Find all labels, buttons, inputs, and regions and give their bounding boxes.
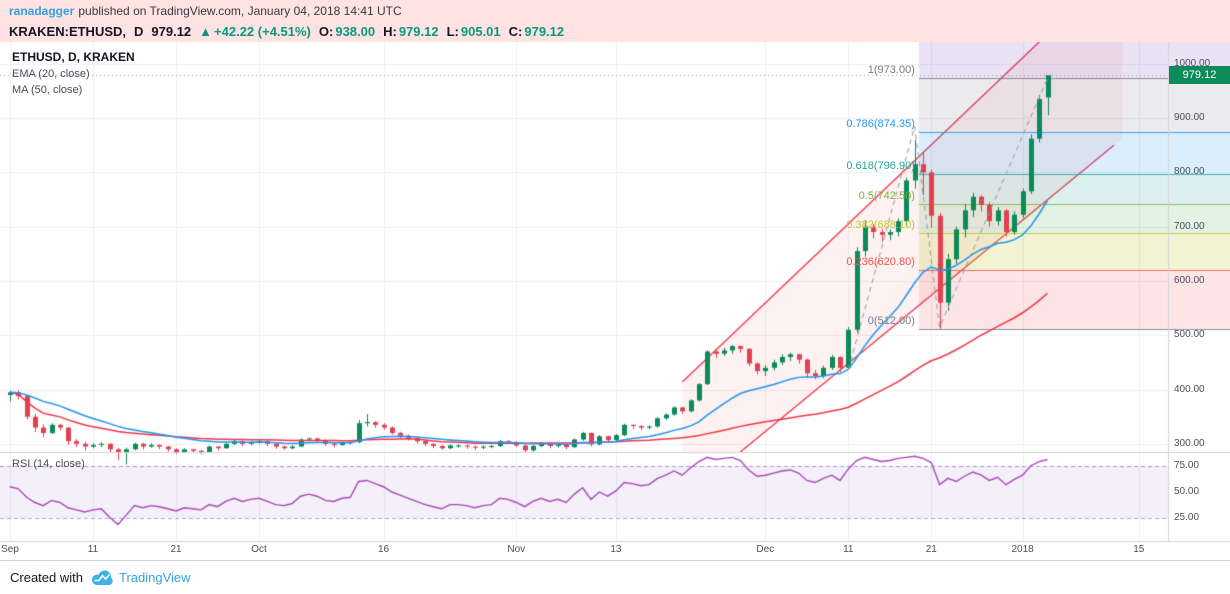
rsi-legend-label: RSI (14, close) [12, 458, 85, 470]
price-axis-tick: 500.00 [1174, 329, 1205, 341]
tradingview-link[interactable]: TradingView [90, 570, 191, 586]
last-price-value: 979.12 [151, 24, 192, 39]
open-value: 938.00 [335, 24, 376, 39]
rsi-axis-tick: 25.00 [1174, 512, 1200, 524]
change-value: +42.22 (+4.51%) [214, 24, 311, 39]
symbol-name: KRAKEN:ETHUSD, [9, 24, 126, 39]
last-price-badge: 979.12 [1169, 66, 1230, 85]
footer: Created with TradingView [0, 560, 1230, 594]
quote-bar: KRAKEN:ETHUSD, D 979.12 ▲ +42.22 (+4.51%)… [0, 21, 1230, 42]
time-axis-tick: 11 [843, 544, 854, 555]
high-value: 979.12 [398, 24, 439, 39]
open-quote: O: 938.00 [319, 24, 375, 39]
fib-level-label: 0.618(796.90) [846, 160, 915, 172]
rsi-axis-tick: 75.00 [1174, 459, 1200, 471]
publish-bar: ranadagger published on TradingView.com,… [0, 0, 1230, 21]
fib-level-label: 0.5(742.50) [858, 189, 915, 202]
low-value: 905.01 [460, 24, 501, 39]
fib-level-label: 0.236(620.80) [846, 255, 915, 268]
high-label: H: [383, 24, 397, 39]
low-label: L: [446, 24, 459, 39]
publish-info-text: published on TradingView.com, January 04… [78, 3, 402, 18]
created-with-text: Created with [10, 570, 83, 585]
time-axis-tick: 13 [610, 544, 622, 555]
close-label: C: [508, 24, 523, 39]
time-axis-tick: Oct [251, 544, 267, 555]
price-change: ▲ +42.22 (+4.51%) [199, 24, 311, 39]
price-axis-tick: 300.00 [1174, 437, 1205, 449]
quote-interval: D [134, 24, 144, 39]
legend-ema-label: EMA (20, close) [12, 68, 90, 80]
time-axis-tick: 21 [925, 544, 937, 555]
up-arrow-icon: ▲ [199, 24, 213, 39]
time-axis-tick: 11 [87, 544, 99, 555]
price-axis-tick: 700.00 [1174, 220, 1205, 232]
time-axis-tick: 2018 [1011, 544, 1034, 555]
time-axis-tick: 16 [377, 544, 390, 555]
time-axis-tick: Sep [1, 544, 19, 555]
legend-ma-label: MA (50, close) [12, 84, 83, 96]
username-link[interactable]: ranadagger [9, 3, 75, 18]
rsi-axis-tick: 50.00 [1174, 486, 1200, 497]
tradingview-brand-text: TradingView [118, 570, 191, 585]
price-axis-tick: 800.00 [1174, 166, 1205, 178]
fib-level-label: 0(512.00) [867, 314, 915, 327]
open-label: O: [318, 24, 334, 39]
high-quote: H: 979.12 [383, 24, 438, 39]
fib-level-label: 0.382(688.10) [846, 219, 915, 232]
chart-legend: ETHUSD, D, KRAKEN EMA (20, close) MA (50… [12, 50, 135, 96]
price-axis-tick: 900.00 [1174, 112, 1205, 124]
chart-area: ETHUSD, D, KRAKEN EMA (20, close) MA (50… [0, 42, 1230, 560]
time-axis-tick: 15 [1133, 544, 1145, 555]
price-axis-tick: 1000.00 [1174, 57, 1211, 69]
chart-title: ETHUSD, D, KRAKEN [12, 50, 135, 64]
price-axis-tick: 400.00 [1174, 383, 1205, 395]
time-axis-tick: Dec [756, 544, 775, 555]
price-axis-tick: 600.00 [1174, 274, 1205, 286]
price-chart-canvas [0, 42, 1230, 560]
close-quote: C: 979.12 [509, 24, 564, 39]
time-axis-tick: 21 [170, 544, 182, 555]
tradingview-logo-icon [91, 570, 113, 585]
fib-level-label: 0.786(874.35) [846, 117, 915, 130]
close-value: 979.12 [524, 24, 565, 39]
time-axis-tick: Nov [507, 544, 526, 555]
fib-level-label: 1(973.00) [867, 64, 915, 77]
low-quote: L: 905.01 [447, 24, 501, 39]
